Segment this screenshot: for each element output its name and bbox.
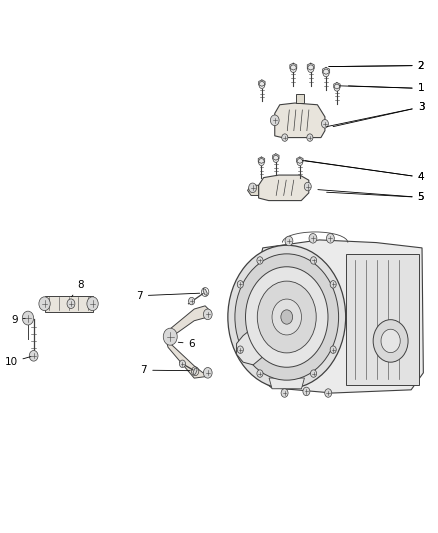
Circle shape xyxy=(270,115,279,126)
Circle shape xyxy=(22,311,34,325)
Circle shape xyxy=(39,297,50,311)
Polygon shape xyxy=(45,296,92,312)
Polygon shape xyxy=(258,157,265,164)
Polygon shape xyxy=(307,63,314,70)
Circle shape xyxy=(290,65,297,72)
Text: 2: 2 xyxy=(329,61,424,70)
Polygon shape xyxy=(297,157,303,164)
Circle shape xyxy=(311,257,317,264)
Text: 4: 4 xyxy=(305,160,424,182)
Circle shape xyxy=(237,346,244,353)
Circle shape xyxy=(228,245,346,389)
Circle shape xyxy=(373,320,408,362)
Circle shape xyxy=(325,389,332,397)
Circle shape xyxy=(257,370,263,377)
Polygon shape xyxy=(247,240,424,393)
Circle shape xyxy=(246,266,328,367)
Polygon shape xyxy=(193,368,197,375)
Polygon shape xyxy=(273,154,279,160)
Circle shape xyxy=(282,134,288,141)
Text: 1: 1 xyxy=(349,83,424,93)
Circle shape xyxy=(381,329,400,353)
Polygon shape xyxy=(247,185,258,196)
Circle shape xyxy=(257,257,263,264)
Text: 5: 5 xyxy=(318,190,424,203)
Circle shape xyxy=(334,84,340,91)
Circle shape xyxy=(203,368,212,378)
Polygon shape xyxy=(237,328,263,365)
Text: 5: 5 xyxy=(327,192,424,203)
Polygon shape xyxy=(259,80,265,86)
Polygon shape xyxy=(290,63,297,70)
Polygon shape xyxy=(334,83,340,89)
Circle shape xyxy=(273,156,279,163)
Circle shape xyxy=(285,236,293,246)
Circle shape xyxy=(258,159,264,166)
Polygon shape xyxy=(275,103,325,138)
Text: 4: 4 xyxy=(303,160,424,182)
Circle shape xyxy=(330,281,336,288)
Circle shape xyxy=(323,69,329,77)
Circle shape xyxy=(163,328,177,345)
Text: 9: 9 xyxy=(11,314,25,325)
Polygon shape xyxy=(203,289,207,295)
Circle shape xyxy=(304,182,311,191)
Text: 3: 3 xyxy=(333,102,424,127)
Circle shape xyxy=(311,370,317,377)
Circle shape xyxy=(307,134,313,141)
Circle shape xyxy=(67,299,75,309)
Circle shape xyxy=(326,233,334,243)
Circle shape xyxy=(281,310,293,324)
Circle shape xyxy=(235,254,339,380)
Polygon shape xyxy=(166,340,209,378)
Circle shape xyxy=(281,389,288,397)
Polygon shape xyxy=(323,67,329,74)
Circle shape xyxy=(303,387,310,395)
Circle shape xyxy=(29,351,38,361)
Circle shape xyxy=(297,159,303,166)
Circle shape xyxy=(189,297,194,305)
Circle shape xyxy=(237,281,244,288)
Text: 10: 10 xyxy=(4,357,31,367)
Circle shape xyxy=(321,119,328,128)
Circle shape xyxy=(87,297,98,311)
Circle shape xyxy=(272,299,301,335)
Polygon shape xyxy=(269,378,304,389)
Polygon shape xyxy=(296,94,304,103)
Polygon shape xyxy=(258,175,309,200)
Text: 7: 7 xyxy=(136,290,200,301)
Text: 3: 3 xyxy=(327,102,424,127)
Circle shape xyxy=(203,309,212,320)
Circle shape xyxy=(180,360,186,368)
Text: 1: 1 xyxy=(340,83,424,93)
FancyBboxPatch shape xyxy=(346,254,419,384)
Circle shape xyxy=(249,183,257,192)
Text: 7: 7 xyxy=(141,365,190,375)
Text: 2: 2 xyxy=(329,61,424,70)
Circle shape xyxy=(259,82,265,88)
Circle shape xyxy=(257,281,316,353)
Circle shape xyxy=(309,233,317,243)
Circle shape xyxy=(330,346,336,353)
Text: 8: 8 xyxy=(72,280,84,297)
Polygon shape xyxy=(166,306,210,340)
Text: 6: 6 xyxy=(178,338,195,349)
Circle shape xyxy=(307,65,314,72)
